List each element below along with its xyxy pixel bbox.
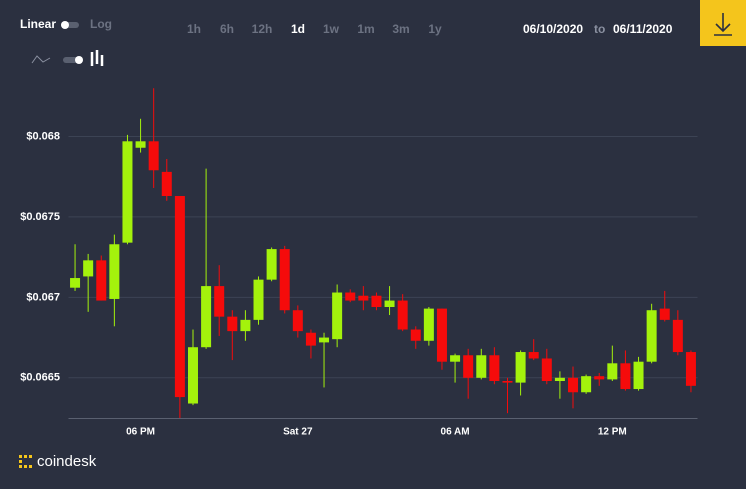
candle-body — [214, 286, 225, 317]
x-tick-label: 06 AM — [441, 427, 470, 438]
candle-body — [266, 249, 277, 280]
candle-body — [122, 141, 133, 243]
candle-body — [659, 308, 670, 320]
x-tick-label: 12 PM — [598, 427, 627, 438]
interval-button[interactable]: 1h — [187, 22, 201, 36]
candle-body — [148, 141, 159, 171]
download-button[interactable] — [700, 0, 746, 46]
date-to-word: to — [594, 22, 605, 36]
candle-body — [201, 286, 212, 348]
interval-button[interactable]: 3m — [392, 22, 409, 36]
candle-body — [554, 377, 565, 381]
candle-body — [305, 332, 316, 346]
candle-body — [633, 361, 644, 390]
interval-button[interactable]: 6h — [220, 22, 234, 36]
candle-body — [187, 347, 198, 404]
candle-body — [174, 196, 185, 398]
candle-body — [489, 355, 500, 381]
interval-button[interactable]: 1m — [357, 22, 374, 36]
candle-body — [70, 278, 81, 288]
interval-button[interactable]: 1w — [323, 22, 340, 36]
interval-button[interactable]: 1d — [291, 22, 305, 36]
y-tick-label: $0.067 — [26, 291, 60, 303]
candle-body — [607, 363, 618, 380]
candle-body — [345, 292, 356, 301]
candle-body — [253, 279, 264, 320]
candle-body — [594, 376, 605, 380]
interval-button[interactable]: 12h — [252, 22, 273, 36]
candle-body — [319, 337, 330, 343]
chart-type-toggle[interactable] — [31, 50, 104, 66]
candle-body — [620, 363, 631, 390]
scale-log[interactable]: Log — [90, 17, 112, 31]
candle-body — [646, 310, 657, 362]
candle-body — [161, 171, 172, 196]
candle-body — [397, 300, 408, 330]
candle-body — [463, 355, 474, 378]
candle-body — [358, 295, 369, 301]
candle-body — [292, 310, 303, 332]
candle-body — [528, 352, 539, 359]
scale-toggle[interactable] — [61, 21, 79, 29]
candle-body — [410, 329, 421, 341]
y-tick-label: $0.068 — [26, 130, 60, 142]
candle-body — [450, 355, 461, 362]
candle-body — [240, 319, 251, 332]
date-to[interactable]: 06/11/2020 — [613, 22, 673, 36]
candle-body — [384, 300, 395, 307]
candle-body — [581, 376, 592, 393]
date-from[interactable]: 06/10/2020 — [523, 22, 583, 36]
candle-body — [541, 358, 552, 381]
candle-body — [436, 308, 447, 362]
y-tick-label: $0.0675 — [20, 211, 60, 223]
brand-name: coindesk — [37, 453, 97, 470]
x-tick-label: Sat 27 — [283, 427, 313, 438]
candle-body — [227, 316, 238, 332]
interval-button[interactable]: 1y — [428, 22, 442, 36]
candle-body — [672, 319, 683, 353]
candle-body — [109, 244, 120, 299]
x-tick-label: 06 PM — [126, 427, 155, 438]
candle-body — [568, 377, 579, 393]
candle-body — [371, 295, 382, 307]
candle-body — [83, 260, 94, 277]
candle-body — [423, 308, 434, 341]
candle-body — [685, 352, 696, 386]
candle-body — [515, 352, 526, 383]
candle-body — [476, 355, 487, 378]
scale-linear[interactable]: Linear — [20, 17, 56, 31]
candle-body — [279, 249, 290, 311]
candle-body — [135, 141, 146, 148]
candle-body — [332, 292, 343, 340]
y-tick-label: $0.0665 — [20, 372, 60, 384]
candle-body — [502, 381, 513, 383]
brand-logo: coindesk — [19, 453, 97, 470]
candle-body — [96, 260, 107, 301]
